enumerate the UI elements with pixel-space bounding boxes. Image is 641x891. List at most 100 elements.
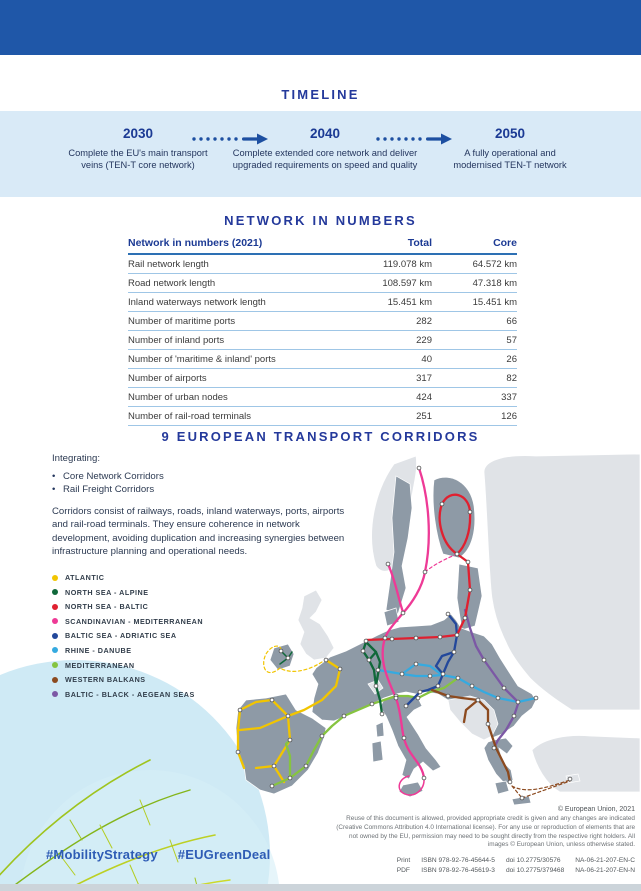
row-core: 15.451 km	[432, 292, 517, 312]
row-core: 126	[432, 406, 517, 426]
row-label: Rail network length	[128, 254, 347, 274]
city-node-icon	[413, 661, 419, 667]
legend-item: ATLANTIC	[52, 573, 203, 582]
network-numbers-table: Network in numbers (2021) Total Core Rai…	[128, 237, 517, 426]
map-land-italy	[379, 693, 442, 780]
row-label: Number of rail-road terminals	[128, 406, 347, 426]
city-node-icon	[319, 733, 325, 739]
integrating-label: Integrating:	[52, 453, 101, 464]
row-label: Number of maritime ports	[128, 311, 347, 331]
timeline-year-2030: 2030	[122, 126, 154, 141]
corridor-path-atlantic-sea	[263, 645, 323, 674]
column-header-core: Core	[432, 237, 517, 255]
city-node-icon	[495, 695, 501, 701]
city-node-icon	[341, 713, 347, 719]
city-node-icon	[515, 699, 521, 705]
city-node-icon	[287, 775, 293, 781]
city-node-icon	[467, 509, 473, 515]
timeline-year-2050: 2050	[494, 126, 526, 141]
city-node-icon	[389, 636, 395, 642]
city-node-icon	[271, 763, 277, 769]
row-total: 251	[347, 406, 432, 426]
row-core: 66	[432, 311, 517, 331]
city-node-icon	[382, 635, 388, 641]
table-row: Number of airports 317 82	[128, 368, 517, 388]
city-node-icon	[511, 713, 517, 719]
city-node-icon	[373, 683, 379, 689]
city-node-icon	[337, 666, 343, 672]
city-node-icon	[375, 667, 381, 673]
legend-label: SCANDINAVIAN - MEDITERRANEAN	[65, 616, 204, 626]
city-node-icon	[413, 635, 419, 641]
row-core: 82	[432, 368, 517, 388]
row-core: 47.318 km	[432, 273, 517, 293]
city-node-icon	[237, 707, 243, 713]
city-node-icon	[323, 657, 329, 663]
column-header-name: Network in numbers (2021)	[128, 237, 347, 255]
map-land-uk	[297, 589, 335, 661]
city-node-icon	[269, 783, 275, 789]
city-node-icon	[451, 649, 457, 655]
table-row: Number of maritime ports 282 66	[128, 311, 517, 331]
city-node-icon	[533, 695, 539, 701]
table-row: Road network length 108.597 km 47.318 km	[128, 273, 517, 293]
bullet-item: Core Network Corridors	[52, 471, 354, 484]
network-numbers-heading: NETWORK IN NUMBERS	[224, 213, 417, 228]
city-node-icon	[287, 737, 293, 743]
corridor-path-mediterranean	[270, 676, 460, 788]
city-node-icon	[437, 634, 443, 640]
map-city-nodes	[235, 465, 573, 801]
corridor-path-balkans-sea	[511, 779, 571, 799]
corridors-intro: Integrating: Core Network Corridors Rail…	[52, 453, 354, 559]
row-total: 119.078 km	[347, 254, 432, 274]
city-node-icon	[401, 735, 407, 741]
legend-dot-icon	[52, 632, 58, 639]
city-node-icon	[519, 795, 525, 801]
city-node-icon	[416, 465, 422, 471]
city-node-icon	[285, 713, 291, 719]
row-total: 229	[347, 330, 432, 350]
city-node-icon	[421, 775, 427, 781]
city-node-icon	[440, 671, 446, 677]
city-node-icon	[278, 648, 284, 654]
bottom-strip	[0, 884, 641, 891]
legend-dot-icon	[52, 662, 58, 669]
city-node-icon	[400, 610, 406, 616]
legend-label: WESTERN BALKANS	[65, 675, 146, 685]
city-node-icon	[369, 701, 375, 707]
city-node-icon	[475, 697, 481, 703]
table-row: Number of 'maritime & inland' ports 40 26	[128, 349, 517, 369]
city-node-icon	[235, 749, 241, 755]
row-core: 57	[432, 330, 517, 350]
map-land-corsica	[375, 721, 385, 738]
legal-text: Reuse of this document is allowed, provi…	[336, 815, 635, 849]
legend-label: NORTH SEA - ALPINE	[65, 587, 149, 597]
city-node-icon	[445, 693, 451, 699]
timeline-arrow-icon	[376, 133, 452, 145]
city-node-icon	[415, 695, 421, 701]
edition-isbn: ISBN 978-92-76-45644-5	[421, 857, 495, 865]
legend-dot-icon	[52, 574, 58, 581]
row-total: 317	[347, 368, 432, 388]
table-row: Number of rail-road terminals 251 126	[128, 406, 517, 426]
city-node-icon	[422, 569, 428, 575]
city-node-icon	[399, 671, 405, 677]
legend-label: BALTIC - BLACK - AEGEAN SEAS	[65, 689, 195, 699]
table-row: Number of urban nodes 424 337	[128, 387, 517, 407]
city-node-icon	[465, 559, 471, 565]
city-node-icon	[485, 721, 491, 727]
legend-item: MEDITERRANEAN	[52, 661, 203, 670]
legend-item: SCANDINAVIAN - MEDITERRANEAN	[52, 617, 203, 626]
timeline-desc-2030: Complete the EU's main transport veins (…	[68, 148, 208, 171]
row-core: 26	[432, 349, 517, 369]
legend-item: NORTH SEA - ALPINE	[52, 588, 203, 597]
row-core: 64.572 km	[432, 254, 517, 274]
timeline-arrow-icon	[192, 133, 268, 145]
map-land-turkey	[531, 735, 640, 793]
legend-label: NORTH SEA - BALTIC	[65, 602, 149, 612]
legend-label: RHINE - DANUBE	[65, 645, 132, 655]
city-node-icon	[501, 685, 507, 691]
map-land-denmark	[383, 607, 400, 627]
legend-item: NORTH SEA - BALTIC	[52, 602, 203, 611]
